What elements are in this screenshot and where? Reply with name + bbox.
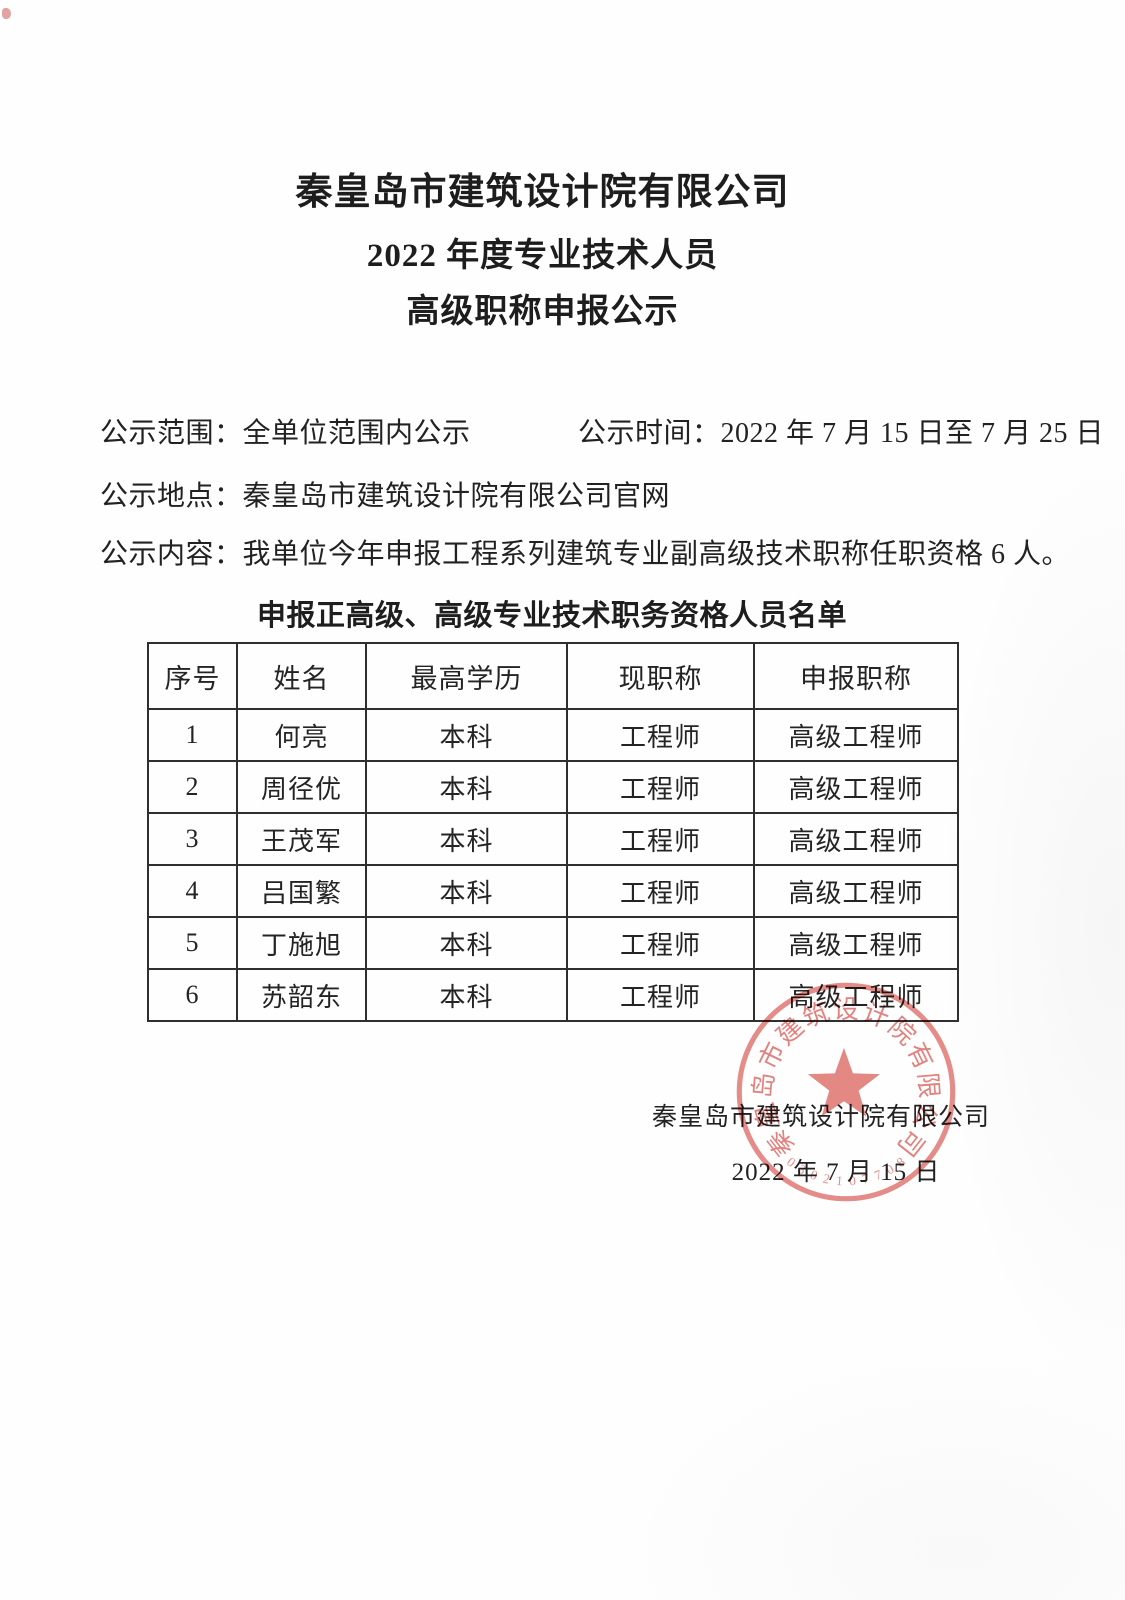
table-cell: 本科 bbox=[365, 708, 568, 762]
column-header-2: 最高学历 bbox=[365, 642, 568, 710]
svg-text:岛: 岛 bbox=[748, 1071, 779, 1099]
table-cell: 高级工程师 bbox=[753, 760, 959, 814]
scan-artifact-mark bbox=[2, 8, 11, 19]
table-cell: 工程师 bbox=[566, 760, 755, 814]
table-row: 3 王茂军 本科 工程师 高级工程师 bbox=[147, 812, 959, 866]
table-cell: 周径优 bbox=[236, 760, 367, 814]
table-cell: 何亮 bbox=[236, 708, 367, 762]
column-header-0: 序号 bbox=[147, 642, 238, 710]
table-cell: 本科 bbox=[365, 812, 568, 866]
info-content-value: 我单位今年申报工程系列建筑专业副高级技术职称任职资格 6 人。 bbox=[242, 539, 1071, 570]
info-scope-value: 全单位范围内公示 bbox=[242, 418, 471, 449]
table-cell: 吕国繁 bbox=[236, 864, 367, 918]
table-cell: 3 bbox=[147, 812, 238, 866]
table-row: 5 丁施旭 本科 工程师 高级工程师 bbox=[147, 916, 959, 970]
column-header-1: 姓名 bbox=[236, 642, 367, 710]
table-cell: 王茂军 bbox=[236, 812, 367, 866]
info-scope: 公示范围：全单位范围内公示 bbox=[100, 418, 471, 450]
table-cell: 工程师 bbox=[566, 708, 755, 762]
table-cell: 工程师 bbox=[566, 916, 755, 970]
table-row: 6 苏韶东 本科 工程师 高级工程师 bbox=[147, 968, 959, 1022]
table-cell: 6 bbox=[147, 968, 238, 1022]
info-content-label: 公示内容： bbox=[100, 539, 243, 570]
table-cell: 1 bbox=[147, 708, 238, 762]
info-location-label: 公示地点： bbox=[100, 481, 243, 512]
table-cell: 2 bbox=[147, 760, 238, 814]
doc-title-company: 秦皇岛市建筑设计院有限公司 bbox=[295, 172, 790, 213]
table-cell: 高级工程师 bbox=[753, 708, 959, 762]
roster-table-title: 申报正高级、高级专业技术职务资格人员名单 bbox=[256, 600, 847, 632]
table-cell: 高级工程师 bbox=[753, 916, 959, 970]
table-row: 2 周径优 本科 工程师 高级工程师 bbox=[147, 760, 959, 814]
table-cell: 本科 bbox=[365, 864, 568, 918]
doc-title-subject: 高级职称申报公示 bbox=[406, 294, 679, 330]
table-cell: 5 bbox=[147, 916, 238, 970]
svg-text:有: 有 bbox=[901, 1038, 938, 1074]
roster-table: 序号 姓名 最高学历 现职称 申报职称 1 何亮 本科 工程师 高级工程师 2 周径优 本科 工程师 高级… bbox=[147, 642, 959, 1022]
table-cell: 本科 bbox=[365, 916, 568, 970]
svg-text:市: 市 bbox=[753, 1038, 790, 1074]
doc-title-year: 2022 年度专业技术人员 bbox=[366, 238, 719, 274]
signature-date: 2022 年 7 月 15 日 bbox=[731, 1159, 941, 1186]
column-header-4: 申报职称 bbox=[753, 642, 959, 710]
table-cell: 4 bbox=[147, 864, 238, 918]
table-row: 4 吕国繁 本科 工程师 高级工程师 bbox=[147, 864, 959, 918]
table-cell: 本科 bbox=[365, 968, 568, 1022]
table-cell: 工程师 bbox=[566, 968, 755, 1022]
table-cell: 高级工程师 bbox=[753, 812, 959, 866]
table-cell: 工程师 bbox=[566, 812, 755, 866]
info-time-value: 2022 年 7 月 15 日至 7 月 25 日 bbox=[720, 418, 1105, 449]
table-cell: 高级工程师 bbox=[753, 968, 959, 1022]
table-row: 1 何亮 本科 工程师 高级工程师 bbox=[147, 708, 959, 762]
info-time: 公示时间：2022 年 7 月 15 日至 7 月 25 日 bbox=[578, 418, 1104, 450]
table-cell: 丁施旭 bbox=[236, 916, 367, 970]
info-location-value: 秦皇岛市建筑设计院有限公司官网 bbox=[242, 481, 671, 512]
table-cell: 高级工程师 bbox=[753, 864, 959, 918]
info-content: 公示内容：我单位今年申报工程系列建筑专业副高级技术职称任职资格 6 人。 bbox=[100, 539, 1070, 571]
table-cell: 工程师 bbox=[566, 864, 755, 918]
info-time-label: 公示时间： bbox=[578, 418, 721, 449]
table-cell: 本科 bbox=[365, 760, 568, 814]
info-location: 公示地点：秦皇岛市建筑设计院有限公司官网 bbox=[100, 481, 670, 513]
table-cell: 苏韶东 bbox=[236, 968, 367, 1022]
signature-company: 秦皇岛市建筑设计院有限公司 bbox=[652, 1104, 991, 1131]
info-scope-label: 公示范围： bbox=[100, 418, 243, 449]
svg-text:限: 限 bbox=[913, 1071, 944, 1099]
column-header-3: 现职称 bbox=[566, 642, 755, 710]
roster-header-row: 序号 姓名 最高学历 现职称 申报职称 bbox=[147, 642, 959, 710]
